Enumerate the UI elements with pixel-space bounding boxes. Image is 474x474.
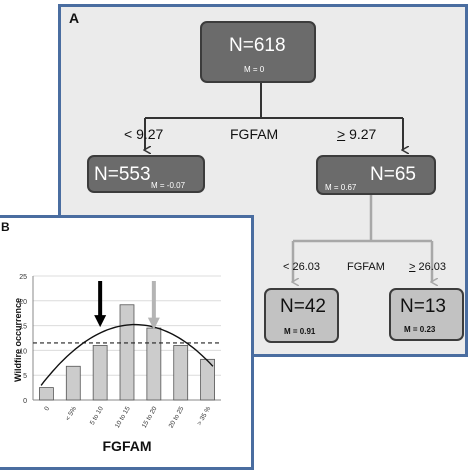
leaf-right-node: N=13 M = 0.23: [389, 288, 464, 341]
split2-left-label: < 26.03: [283, 261, 321, 273]
x-tick-label: 5 to 10: [89, 405, 105, 426]
x-tick-label: 10 to 15: [114, 405, 132, 429]
x-tick-label: > 35 %: [196, 405, 212, 426]
y-tick-label: 0: [23, 398, 27, 405]
right-node-mean: M = 0.67: [325, 183, 357, 192]
left-node: N=553 M = -0.07: [87, 155, 205, 193]
y-tick-label: 25: [19, 274, 27, 281]
bar: [200, 358, 215, 401]
grey-arrow-head: [147, 317, 160, 330]
y-axis-title: Wildfire occurrence: [13, 298, 23, 382]
split1-variable: FGFAM: [230, 126, 279, 142]
root-node-count: N=618: [229, 35, 286, 56]
x-tick-label: 15 to 20: [141, 405, 159, 429]
y-tick-label: 15: [19, 324, 27, 331]
wildfire-occurrence-chart: 0 5 10 15 20 25 0 < 5% 5 to 10 10 to 15 15 to 20 20…: [13, 274, 221, 454]
black-arrow-head: [94, 315, 107, 328]
bar: [39, 387, 54, 401]
x-tick-label: < 5%: [64, 405, 78, 422]
x-axis-title: FGFAM: [103, 438, 152, 454]
x-tick-label: 0: [43, 405, 51, 412]
split1-right-label: > 9.27: [337, 126, 377, 142]
split1-left-label: < 9.27: [124, 126, 164, 142]
root-connector: [145, 83, 403, 150]
root-node: N=618 M = 0: [200, 21, 316, 83]
right-node: N=65 M = 0.67: [316, 155, 436, 195]
y-tick-label: 10: [19, 348, 27, 355]
leaf-right-count: N=13: [400, 296, 446, 317]
bar: [119, 304, 135, 401]
left-node-count: N=553: [94, 164, 151, 185]
root-node-mean: M = 0: [244, 65, 265, 74]
leaf-left-mean: M = 0.91: [284, 327, 316, 336]
split2-right-label: > 26.03: [409, 261, 447, 273]
bar: [173, 345, 189, 401]
split2-variable: FGFAM: [347, 261, 385, 273]
leaf-left-node: N=42 M = 0.91: [264, 288, 339, 343]
y-tick-label: 20: [19, 299, 27, 306]
bar: [65, 365, 81, 401]
left-node-mean: M = -0.07: [151, 181, 186, 190]
panel-a-label: A: [69, 10, 80, 26]
leaf-right-mean: M = 0.23: [404, 325, 436, 334]
tree-connectors: [61, 83, 465, 354]
panel-b: B 0 5 10 15 20 25 0 < 5% 5 to 10 10 to 15 15 to 20…: [0, 215, 254, 470]
fit-curve: [40, 323, 214, 386]
right-node-connector: [293, 193, 432, 282]
y-tick-label: 5: [23, 373, 27, 380]
bar: [146, 327, 162, 401]
x-tick-label: 20 to 25: [168, 405, 186, 429]
leaf-left-count: N=42: [280, 296, 326, 317]
panel-b-label: B: [1, 220, 10, 234]
right-node-count: N=65: [370, 164, 416, 185]
bar: [92, 345, 108, 401]
